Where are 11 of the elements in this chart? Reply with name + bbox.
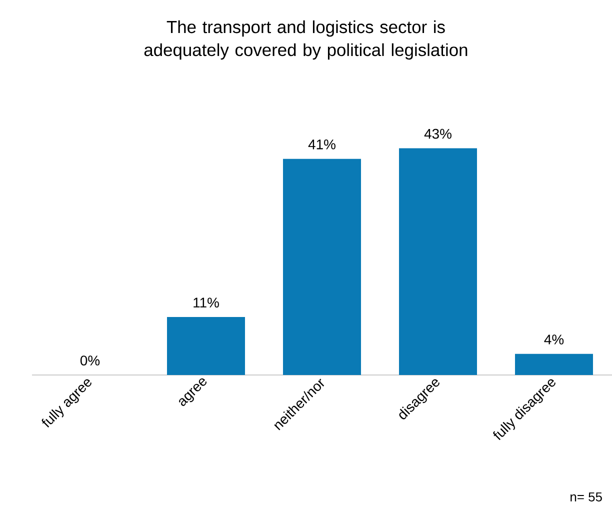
chart-title: The transport and logistics sector is adequately covered by political legislation — [144, 20, 468, 60]
data-label: 4% — [544, 334, 564, 344]
bar — [167, 317, 245, 375]
data-label: 43% — [424, 128, 452, 139]
data-label: 0% — [80, 356, 100, 366]
bar — [399, 148, 477, 375]
bar — [283, 158, 361, 375]
data-label: 41% — [308, 140, 336, 150]
text: n= 55 — [570, 492, 602, 502]
bar — [515, 354, 593, 375]
data-label: 11% — [194, 298, 219, 308]
